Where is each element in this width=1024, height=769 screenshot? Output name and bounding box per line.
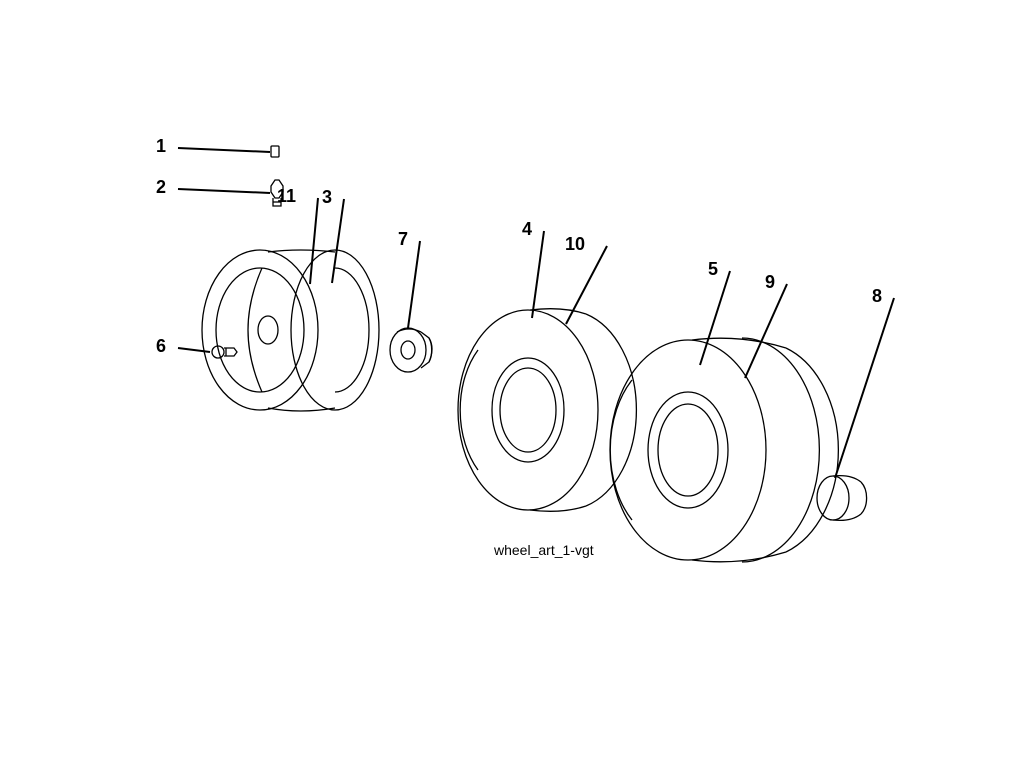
tire-wide (610, 338, 838, 562)
callout-label: 5 (708, 259, 718, 279)
callout-label: 8 (872, 286, 882, 306)
leader-line (745, 284, 787, 378)
leader-line (178, 189, 270, 193)
leader-line (532, 231, 544, 318)
callout-label: 3 (322, 187, 332, 207)
callout-label: 11 (277, 186, 296, 206)
leader-line (835, 298, 894, 478)
drawing-label: wheel_art_1-vgt (493, 542, 594, 558)
valve-cap (271, 146, 279, 157)
callout-label: 4 (522, 219, 532, 239)
fitting-bolt (212, 346, 237, 358)
leader-line (408, 241, 420, 328)
callout-label: 7 (398, 229, 408, 249)
tire-narrow (458, 309, 636, 512)
wheel-rim (202, 250, 379, 411)
leader-line (566, 246, 607, 324)
callout-label: 1 (156, 136, 166, 156)
callout-label: 2 (156, 177, 166, 197)
leader-line (178, 148, 270, 152)
callouts: 1 2 11 3 7 4 10 5 9 8 6 (156, 136, 894, 478)
leader-line (332, 199, 344, 283)
callout-label: 10 (565, 234, 585, 254)
parts-diagram: 1 2 11 3 7 4 10 5 9 8 6 wheel_art_1-vgt (0, 0, 1024, 769)
callout-label: 6 (156, 336, 166, 356)
bushing (390, 328, 432, 372)
leader-line (310, 198, 318, 284)
hub-cap (817, 476, 867, 521)
callout-label: 9 (765, 272, 775, 292)
leader-line (178, 348, 210, 352)
leader-line (700, 271, 730, 365)
